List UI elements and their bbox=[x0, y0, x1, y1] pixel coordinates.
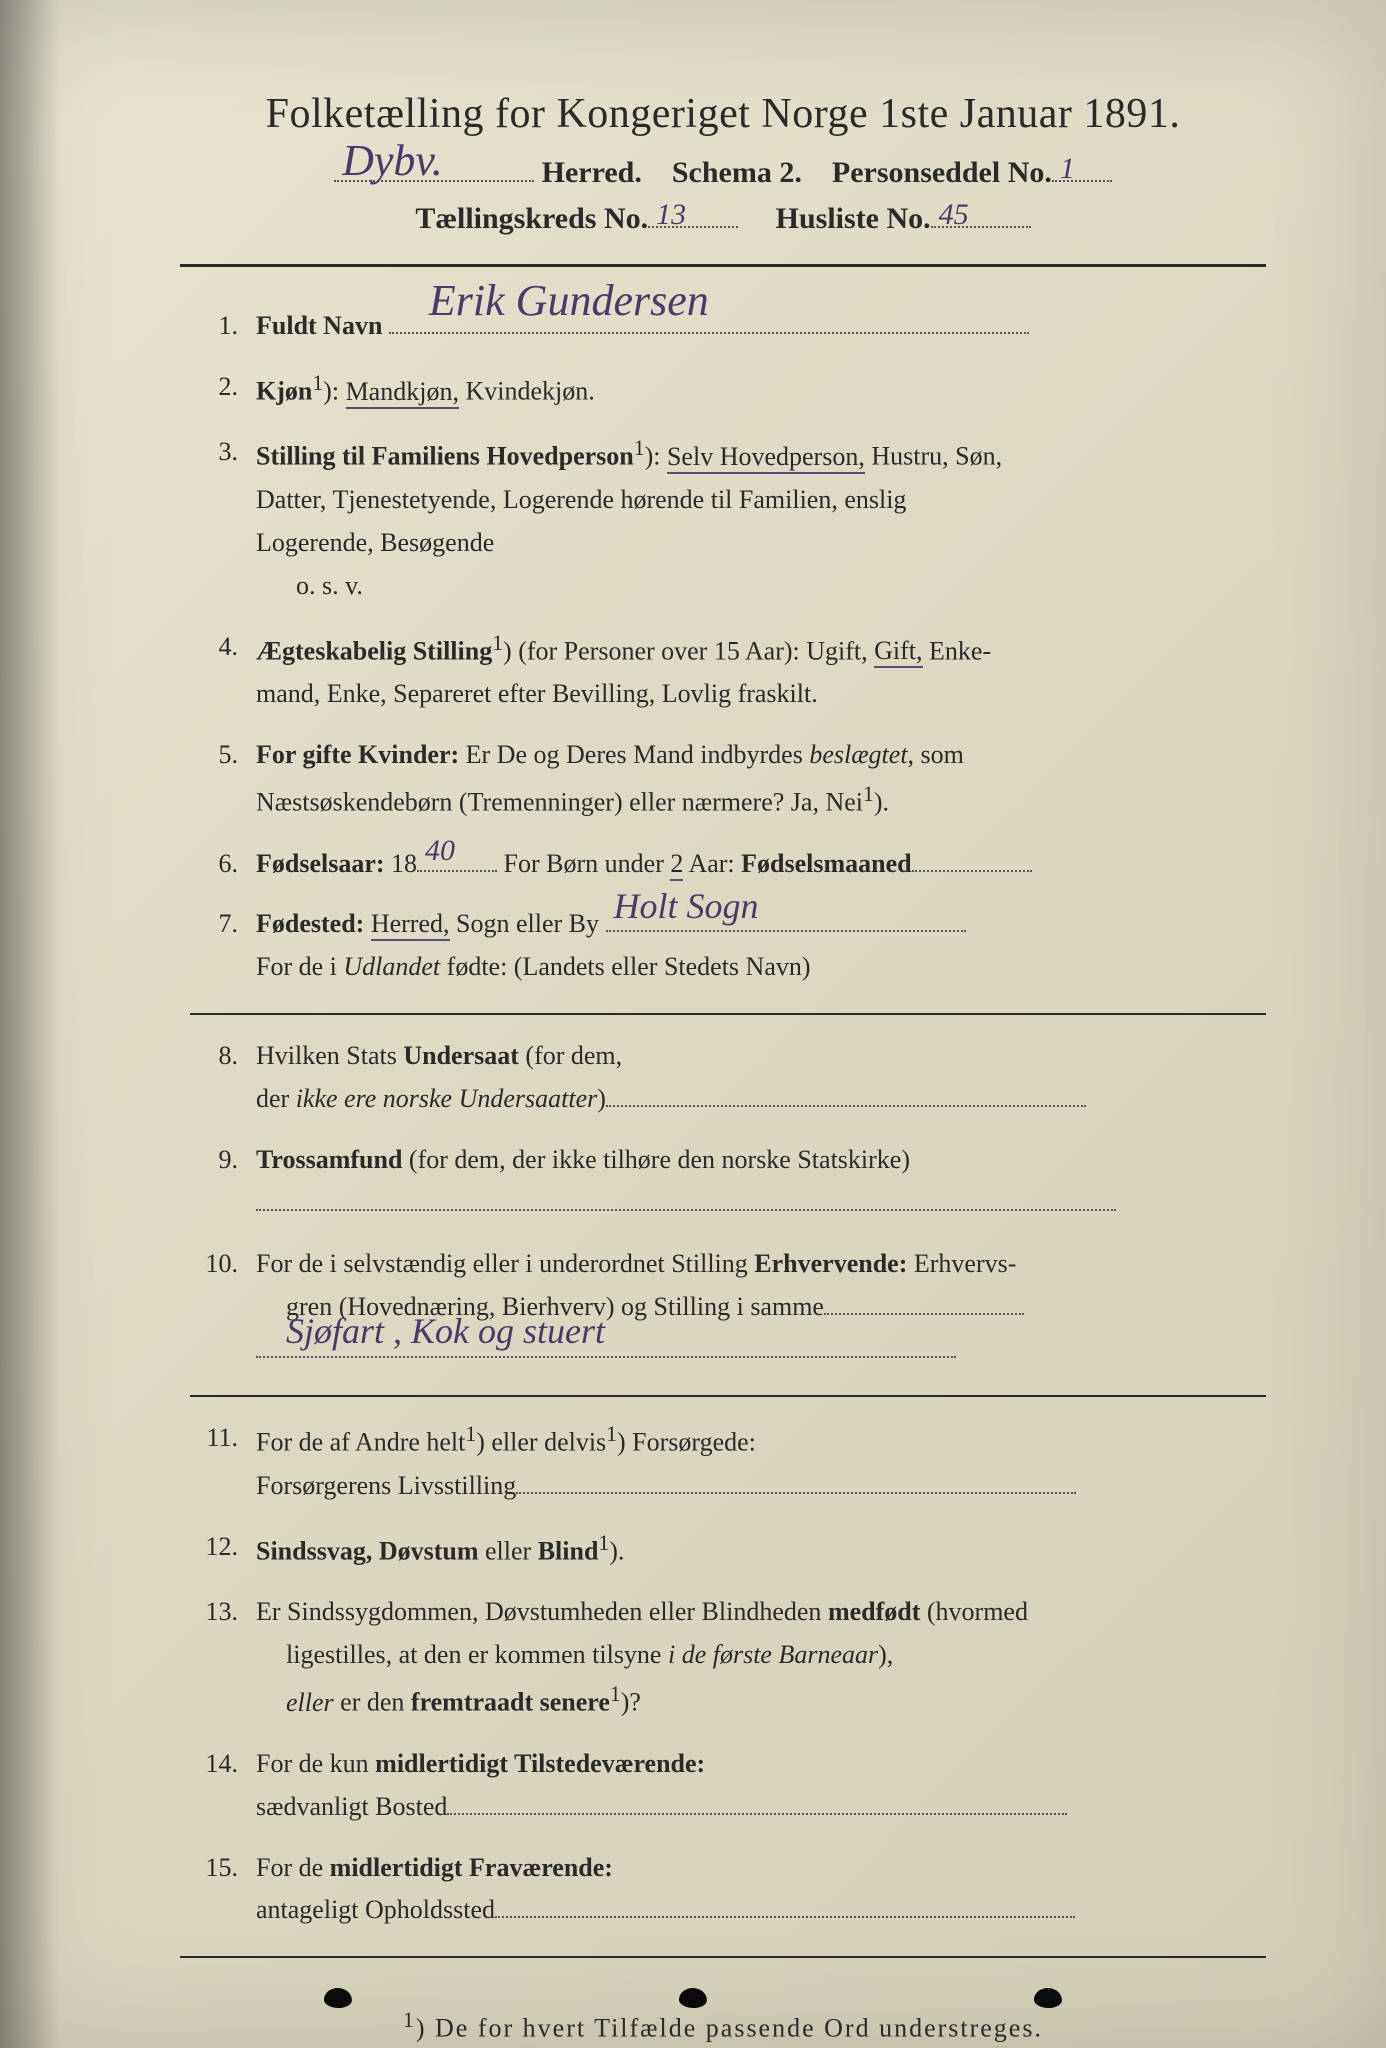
divider-top bbox=[180, 264, 1266, 267]
item-1-label: Fuldt Navn bbox=[256, 311, 382, 340]
item-9: 9. Trossamfund (for dem, der ikke tilhør… bbox=[190, 1139, 1266, 1225]
personseddel-no-handwritten: 1 bbox=[1060, 152, 1075, 186]
hole-icon bbox=[679, 1988, 708, 2009]
footnote: 1) De for hvert Tilfælde passende Ord un… bbox=[180, 2008, 1266, 2044]
item-8: 8. Hvilken Stats Undersaat (for dem, der… bbox=[190, 1035, 1266, 1121]
item-3: 3. Stilling til Familiens Hovedperson1):… bbox=[190, 431, 1266, 607]
item-4-label: Ægteskabelig Stilling bbox=[256, 636, 492, 665]
item-11: 11. For de af Andre helt1) eller delvis1… bbox=[190, 1417, 1266, 1507]
form-items: 1. Fuldt Navn Erik Gundersen 2. Kjøn1): … bbox=[180, 305, 1266, 1932]
schema-label: Schema 2. bbox=[672, 156, 802, 189]
husliste-no-handwritten: 45 bbox=[939, 198, 969, 232]
item-13: 13. Er Sindssygdommen, Døvstumheden elle… bbox=[190, 1591, 1266, 1724]
item-6-label: Fødselsaar: bbox=[256, 849, 385, 878]
herred-label: Herred. bbox=[542, 156, 642, 189]
hole-icon bbox=[323, 1988, 352, 2009]
page-title: Folketælling for Kongeriget Norge 1ste J… bbox=[180, 90, 1266, 138]
item-7-selected: Herred, bbox=[371, 909, 450, 941]
item-14: 14. For de kun midlertidigt Tilstedevære… bbox=[190, 1743, 1266, 1829]
item-2: 2. Kjøn1): Mandkjøn, Kvindekjøn. bbox=[190, 366, 1266, 414]
header-line-2: Tællingskreds No.13 Husliste No.45 bbox=[180, 202, 1266, 236]
birthplace-handwritten: Holt Sogn bbox=[614, 877, 759, 936]
binding-holes bbox=[0, 1988, 1386, 2008]
divider-mid bbox=[190, 1013, 1266, 1015]
husliste-label: Husliste No. bbox=[776, 202, 931, 235]
item-2-selected: Mandkjøn, bbox=[346, 377, 459, 409]
item-3-label: Stilling til Familiens Hovedperson bbox=[256, 442, 634, 471]
item-1: 1. Fuldt Navn Erik Gundersen bbox=[190, 305, 1266, 348]
item-7-label: Fødested: bbox=[256, 909, 364, 938]
item-15: 15. For de midlertidigt Fraværende: anta… bbox=[190, 1847, 1266, 1933]
kreds-label: Tællingskreds No. bbox=[415, 202, 648, 235]
item-4: 4. Ægteskabelig Stilling1) (for Personer… bbox=[190, 626, 1266, 716]
herred-handwritten: Dybv. bbox=[342, 135, 443, 186]
divider-mid-2 bbox=[190, 1395, 1266, 1397]
item-3-selected: Selv Hovedperson, bbox=[667, 442, 865, 474]
item-12-label: Sindssvag, Døvstum bbox=[256, 1537, 479, 1566]
personseddel-label: Personseddel No. bbox=[832, 156, 1052, 189]
header-line-1: Dybv. Herred. Schema 2. Personseddel No.… bbox=[180, 156, 1266, 190]
item-7: 7. Fødested: Herred, Sogn eller By Holt … bbox=[190, 903, 1266, 989]
kreds-no-handwritten: 13 bbox=[656, 198, 686, 232]
item-12: 12. Sindssvag, Døvstum eller Blind1). bbox=[190, 1526, 1266, 1574]
birthyear-handwritten: 40 bbox=[425, 826, 455, 876]
occupation-handwritten: Sjøfart , Kok og stuert bbox=[286, 1302, 605, 1361]
census-form-page: Folketælling for Kongeriget Norge 1ste J… bbox=[0, 0, 1386, 2048]
divider-bottom bbox=[180, 1956, 1266, 1958]
name-handwritten: Erik Gundersen bbox=[429, 265, 709, 338]
item-5-label: For gifte Kvinder: bbox=[256, 740, 459, 769]
item-10: 10. For de i selvstændig eller i underor… bbox=[190, 1243, 1266, 1372]
item-2-label: Kjøn bbox=[256, 377, 312, 406]
hole-icon bbox=[1034, 1988, 1063, 2009]
item-9-label: Trossamfund bbox=[256, 1145, 402, 1174]
item-4-selected: Gift, bbox=[874, 636, 922, 668]
item-5: 5. For gifte Kvinder: Er De og Deres Man… bbox=[190, 734, 1266, 824]
